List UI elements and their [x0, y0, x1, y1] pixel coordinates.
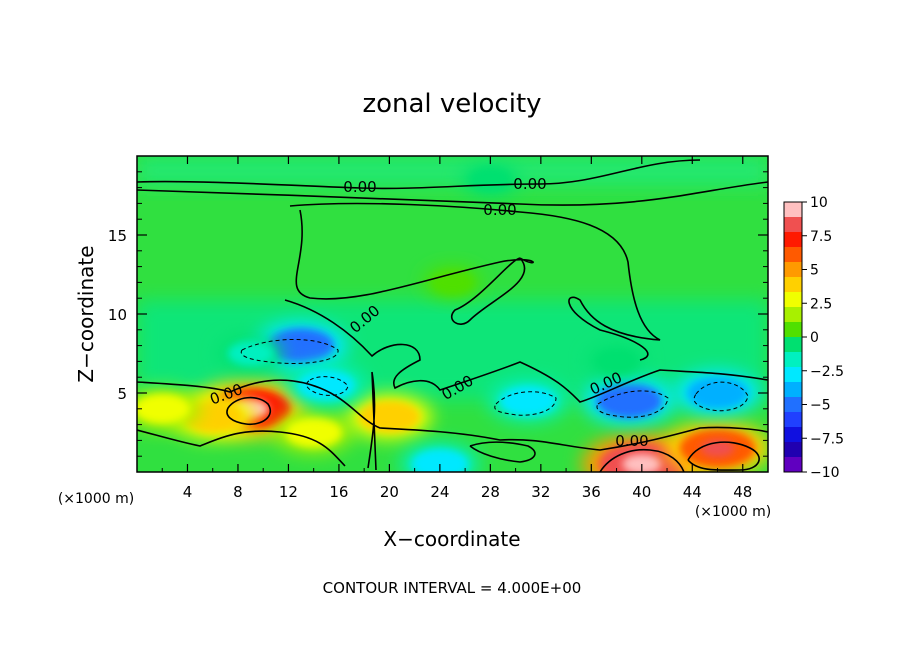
colorbar-segment: [784, 367, 802, 383]
colorbar-segment: [784, 442, 802, 458]
x-tick-label: 28: [481, 483, 500, 501]
field-feature: [411, 449, 468, 472]
colorbar-segment: [784, 292, 802, 308]
colorbar-tick-label: −10: [810, 465, 840, 481]
colorbar-tick-label: 10: [810, 195, 828, 211]
colorbar-tick-label: −5: [810, 398, 831, 414]
y-tick-label: 5: [117, 385, 127, 403]
field-feature: [227, 341, 274, 366]
y-axis-label: Z−coordinate: [74, 245, 98, 382]
negative-contours: [240, 339, 749, 418]
colorbar-segment: [784, 247, 802, 263]
plot-area: [137, 156, 768, 472]
field-feature: [137, 394, 191, 424]
colorbar-tick-label: −7.5: [810, 431, 844, 447]
colorbar-segment: [784, 337, 802, 353]
y-tick-label: 15: [108, 227, 127, 245]
colorbar-segment: [784, 427, 802, 443]
x-tick-label: 36: [582, 483, 601, 501]
colorbar-tick-label: 2.5: [810, 296, 832, 312]
colorbar-segment: [784, 382, 802, 398]
colorbar-segment: [784, 262, 802, 278]
x-unit-right: (×1000 m): [695, 504, 771, 520]
colorbar-segment: [784, 397, 802, 413]
colorbar: 10 7.5 5 2.5 0 −2.5 −5 −7.5 −10: [783, 195, 844, 481]
colorbar-segment: [784, 202, 802, 218]
x-axis-label: X−coordinate: [383, 527, 520, 551]
x-tick-label: 20: [380, 483, 399, 501]
field-feature: [469, 168, 511, 191]
x-tick-label: 32: [531, 483, 550, 501]
contour-interval-note: CONTOUR INTERVAL = 4.000E+00: [323, 579, 582, 597]
x-tick-label: 4: [183, 483, 193, 501]
contour-lines: [137, 159, 768, 472]
x-tick-label: 40: [632, 483, 651, 501]
colorbar-tick-label: 5: [810, 263, 819, 279]
y-axis: 5 10 15: [108, 171, 768, 457]
field-feature: [500, 386, 557, 416]
x-tick-label: 16: [329, 483, 348, 501]
x-tick-label: 24: [430, 483, 449, 501]
colorbar-segment: [784, 352, 802, 368]
x-tick-label: 44: [683, 483, 702, 501]
x-unit-left: (×1000 m): [58, 491, 134, 507]
field-feature: [268, 328, 335, 363]
x-tick-label: 12: [279, 483, 298, 501]
chart-title: zonal velocity: [362, 89, 541, 119]
field-feature: [596, 383, 663, 419]
field-feature: [298, 370, 355, 400]
colorbar-tick-label: 7.5: [810, 229, 832, 245]
y-tick-label: 10: [108, 306, 127, 324]
field-feature-peak: [622, 454, 662, 472]
field-feature: [596, 350, 638, 373]
contour-label: 0.00: [513, 175, 546, 193]
colorbar-segment: [784, 307, 802, 323]
x-axis: 4 8 12 16 20 24 28 32 36 40 44 48: [161, 156, 752, 501]
contour-label: 0.00: [615, 432, 648, 450]
field-feature: [687, 377, 749, 409]
field-feature: [285, 417, 342, 448]
colorbar-segment: [784, 232, 802, 248]
colorbar-tick-label: −2.5: [810, 364, 844, 380]
x-tick-label: 8: [233, 483, 243, 501]
contour-label: 0.00: [343, 178, 376, 196]
colorbar-segment: [784, 277, 802, 293]
colorbar-segment: [784, 217, 802, 233]
colorbar-tick-label: 0: [810, 330, 819, 346]
colorbar-segment: [784, 412, 802, 428]
contour-label: 0.00: [483, 201, 516, 219]
x-tick-label: 48: [733, 483, 752, 501]
colorbar-segment: [784, 322, 802, 338]
colorbar-segment: [784, 457, 802, 473]
